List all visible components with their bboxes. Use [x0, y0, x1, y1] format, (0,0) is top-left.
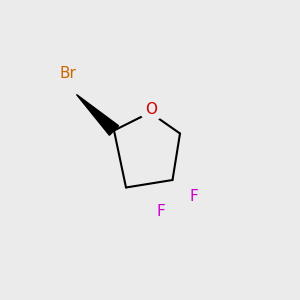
- Circle shape: [185, 188, 202, 205]
- Polygon shape: [76, 94, 118, 135]
- Circle shape: [140, 98, 163, 121]
- Text: O: O: [146, 102, 158, 117]
- Text: F: F: [189, 189, 198, 204]
- Circle shape: [152, 203, 169, 220]
- Text: Br: Br: [59, 66, 76, 81]
- Circle shape: [52, 58, 83, 88]
- Text: F: F: [156, 204, 165, 219]
